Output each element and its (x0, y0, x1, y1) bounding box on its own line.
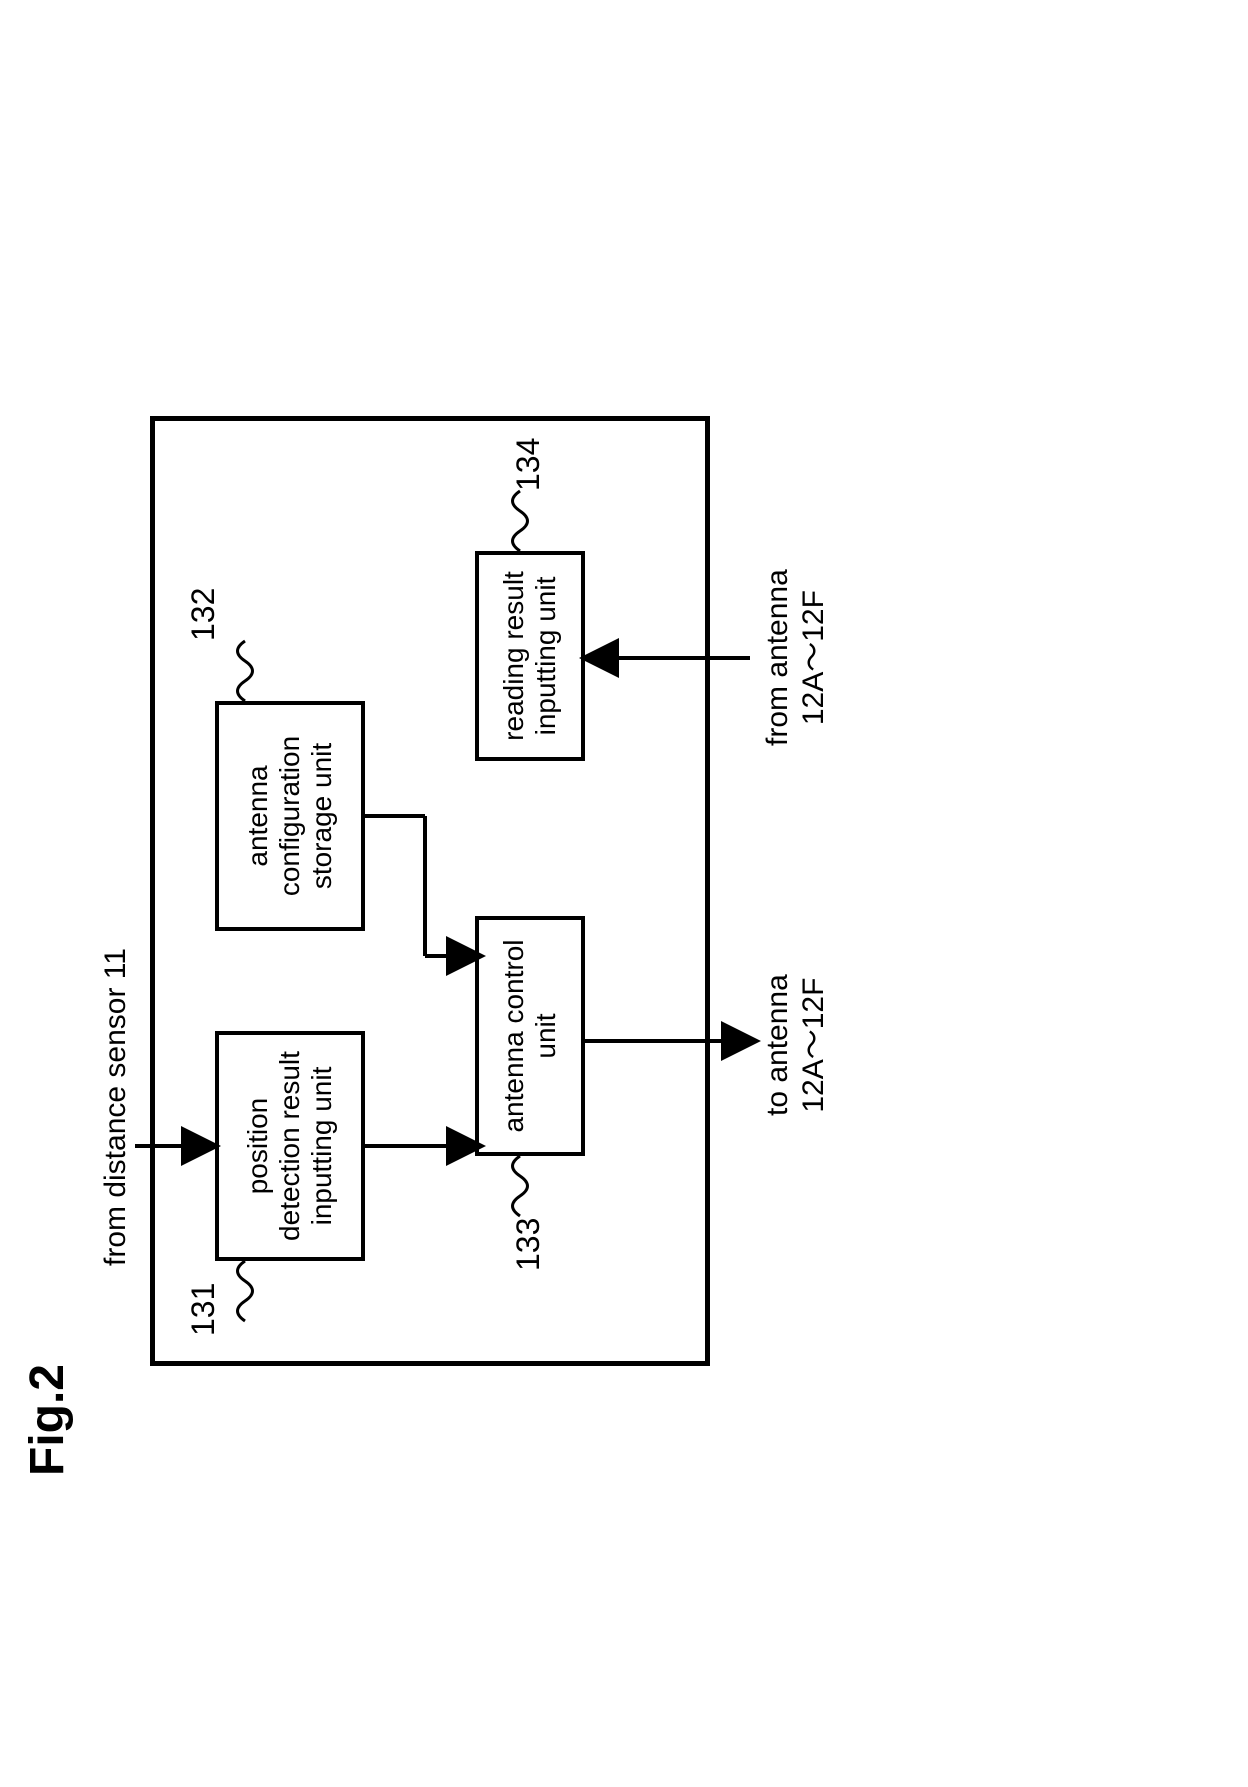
box-antenna-config: antennaconfigurationstorage unit (215, 701, 365, 931)
box-132-text: antennaconfigurationstorage unit (242, 736, 339, 896)
ref-leader-134 (505, 491, 535, 551)
box-position-detection: positiondetection resultinputting unit (215, 1031, 365, 1261)
arrow-131-to-133 (365, 1101, 480, 1161)
ref-132: 132 (185, 588, 222, 641)
ref-134: 134 (510, 438, 547, 491)
label-from-sensor: from distance sensor 11 (98, 948, 134, 1266)
box-134-text: reading resultinputting unit (498, 571, 562, 741)
diagram-container: Fig.2 from distance sensor 11 positionde… (0, 268, 1248, 1516)
arrow-to-antenna (585, 1021, 755, 1051)
label-to-antenna: to antenna12A～12F (760, 974, 832, 1116)
ref-133: 133 (510, 1218, 547, 1271)
arrow-from-sensor (135, 1126, 215, 1156)
figure-label: Fig.2 (20, 1364, 75, 1476)
ref-leader-133 (505, 1156, 535, 1216)
arrow-from-antenna (585, 638, 755, 668)
box-133-text: antenna controlunit (498, 939, 562, 1132)
ref-leader-131 (230, 1261, 260, 1321)
box-antenna-control: antenna controlunit (475, 916, 585, 1156)
outer-box: positiondetection resultinputting unit a… (150, 416, 710, 1366)
ref-leader-132 (230, 641, 260, 701)
arrow-132-to-133 (365, 771, 480, 971)
ref-131: 131 (185, 1283, 222, 1336)
label-from-antenna: from antenna12A～12F (760, 569, 832, 746)
box-131-text: positiondetection resultinputting unit (242, 1051, 339, 1241)
box-reading-result: reading resultinputting unit (475, 551, 585, 761)
